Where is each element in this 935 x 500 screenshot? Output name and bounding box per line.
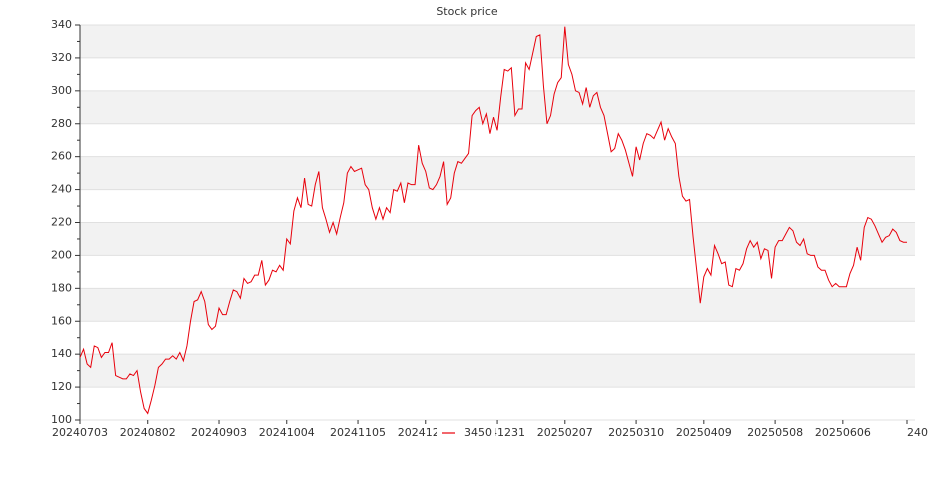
x-tick-label: 20241004	[259, 426, 315, 439]
y-tick-label: 240	[51, 183, 72, 196]
y-tick-label: 120	[51, 380, 72, 393]
x-tick-label: 20240703	[52, 426, 108, 439]
x-tick-label: 20240802	[120, 426, 176, 439]
y-tick-label: 200	[51, 248, 72, 261]
y-tick-label: 340	[51, 18, 72, 31]
grid-band	[80, 25, 915, 58]
series-line	[79, 26, 907, 415]
y-tick-label: 140	[51, 347, 72, 360]
grid-band	[80, 222, 915, 256]
y-tick-label: 260	[51, 150, 72, 163]
y-tick-label: 300	[51, 84, 72, 97]
x-tick-label: 240	[907, 426, 928, 439]
y-tick-label: 280	[51, 117, 72, 130]
x-tick-label: 20250508	[747, 426, 803, 439]
grid-band	[80, 354, 915, 388]
y-tick-label: 100	[51, 413, 72, 426]
chart-title: Stock price	[436, 5, 498, 18]
x-tick-label: 20250606	[815, 426, 871, 439]
x-tick-label: 20250409	[676, 426, 732, 439]
x-tick-label: 20241105	[330, 426, 386, 439]
x-tick-label: 20240903	[191, 426, 247, 439]
grid-band	[80, 90, 915, 124]
grid-band	[80, 288, 915, 322]
y-tick-label: 320	[51, 51, 72, 64]
y-tick-label: 180	[51, 281, 72, 294]
x-tick-label: 20250207	[537, 426, 593, 439]
legend-box	[437, 424, 495, 442]
x-tick-label: 20250310	[608, 426, 664, 439]
grid-band	[80, 156, 915, 190]
y-tick-label: 220	[51, 216, 72, 229]
legend-label: 3450	[464, 426, 492, 439]
legend: 3450	[437, 424, 495, 442]
y-tick-label: 160	[51, 314, 72, 327]
